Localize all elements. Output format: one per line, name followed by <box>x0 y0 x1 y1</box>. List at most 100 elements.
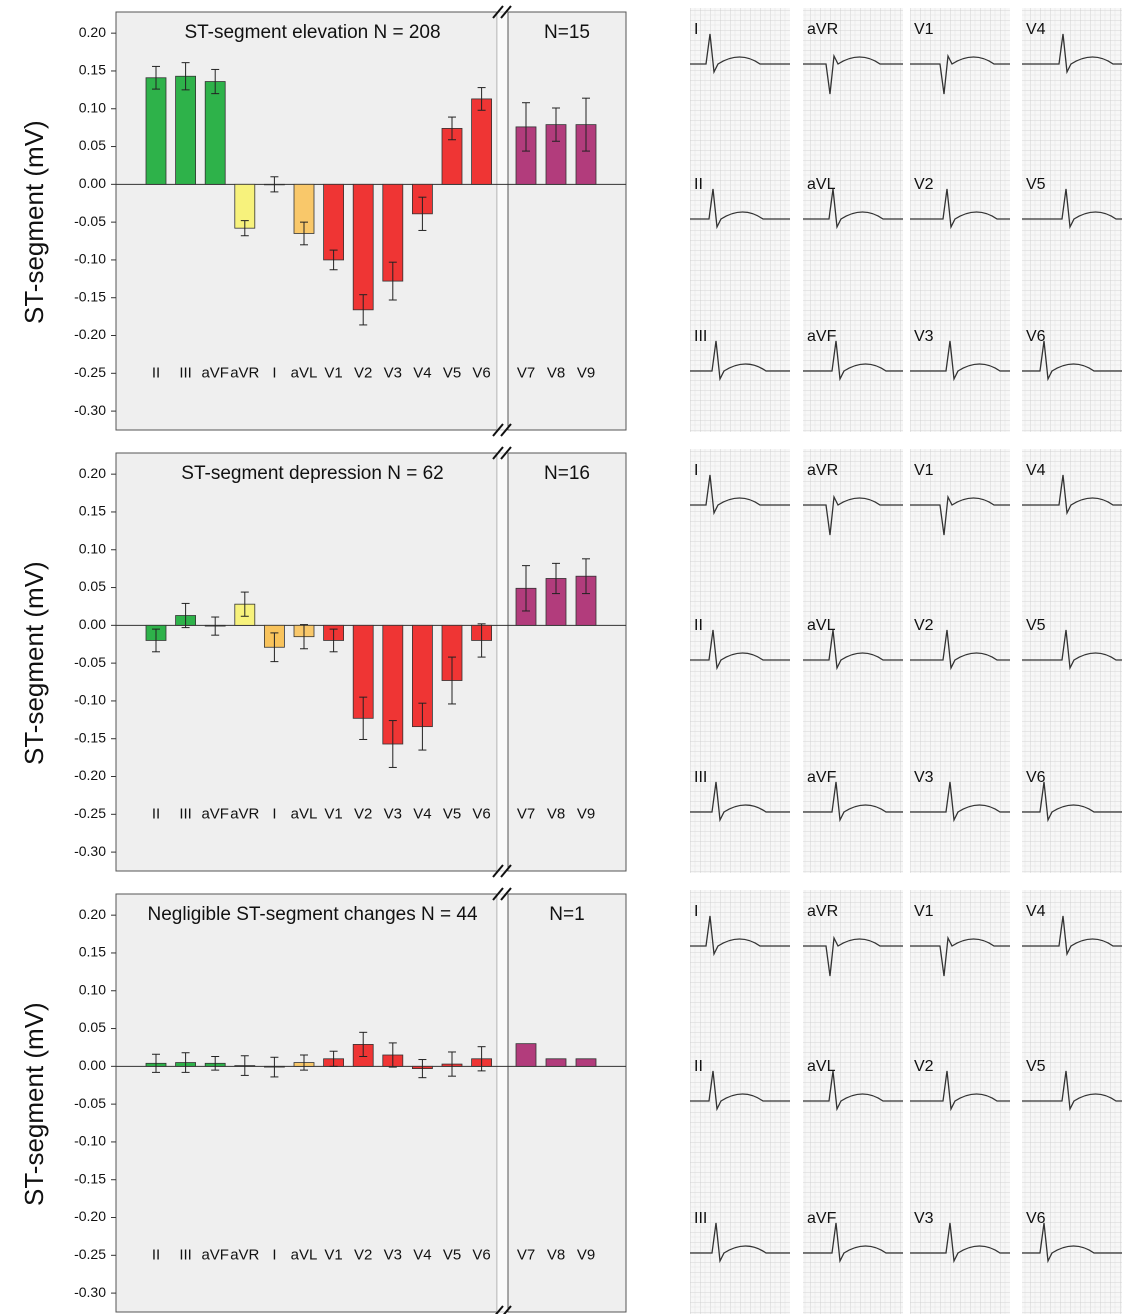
x-tick-label: V3 <box>384 364 402 381</box>
x-tick-label: V8 <box>547 1246 565 1263</box>
y-axis-label: ST-segment (mV) <box>19 1002 49 1206</box>
x-tick-label: V7 <box>517 805 535 822</box>
x-tick-label: V6 <box>472 805 490 822</box>
y-tick-label: 0.15 <box>79 62 106 78</box>
y-tick-label: 0.00 <box>79 616 106 632</box>
ecg-strip <box>1022 890 1122 1314</box>
y-tick-label: 0.15 <box>79 944 106 960</box>
x-tick-label: V7 <box>517 364 535 381</box>
x-tick-label: V9 <box>577 805 595 822</box>
y-tick-label: 0.05 <box>79 578 106 594</box>
x-tick-label: V2 <box>354 1246 372 1263</box>
y-tick-label: 0.00 <box>79 175 106 191</box>
lead-label: III <box>694 1210 707 1227</box>
y-tick-label: 0.10 <box>79 981 106 997</box>
y-tick-label: -0.05 <box>74 213 106 229</box>
x-tick-label: II <box>152 1246 160 1263</box>
lead-label: V5 <box>1026 176 1046 193</box>
lead-label: V4 <box>1026 462 1046 479</box>
x-tick-label: aVR <box>230 805 259 822</box>
x-tick-label: V5 <box>443 364 461 381</box>
bar <box>324 184 344 260</box>
y-tick-label: -0.10 <box>74 1133 106 1149</box>
x-tick-label: V4 <box>413 364 431 381</box>
ecg-strip <box>803 890 903 1314</box>
x-tick-label: aVF <box>201 1246 229 1263</box>
x-tick-label: V1 <box>324 364 342 381</box>
y-tick-label: -0.25 <box>74 805 106 821</box>
y-tick-label: -0.10 <box>74 251 106 267</box>
y-tick-label: -0.20 <box>74 326 106 342</box>
x-tick-label: V8 <box>547 364 565 381</box>
lead-label: V6 <box>1026 1210 1046 1227</box>
ecg-panel: IaVRV1V4IIaVLV2V5IIIaVFV3V6 <box>690 449 1122 873</box>
x-tick-label: I <box>272 364 276 381</box>
lead-label: V6 <box>1026 328 1046 345</box>
y-tick-label: 0.20 <box>79 906 106 922</box>
x-tick-label: V6 <box>472 364 490 381</box>
lead-label: V1 <box>914 21 934 38</box>
x-tick-label: aVL <box>291 364 318 381</box>
bar <box>146 78 166 185</box>
y-tick-label: 0.15 <box>79 503 106 519</box>
lead-label: aVF <box>807 769 837 786</box>
lead-label: aVR <box>807 903 838 920</box>
lead-label: aVL <box>807 617 836 634</box>
lead-label: V5 <box>1026 1058 1046 1075</box>
bar <box>205 82 225 185</box>
y-tick-label: 0.20 <box>79 465 106 481</box>
lead-label: aVL <box>807 176 836 193</box>
inset-title: N=1 <box>549 904 584 925</box>
x-tick-label: aVF <box>201 364 229 381</box>
y-tick-label: -0.25 <box>74 364 106 380</box>
x-tick-label: I <box>272 805 276 822</box>
axis-break-gap <box>497 12 508 430</box>
x-tick-label: V7 <box>517 1246 535 1263</box>
bar <box>353 184 373 309</box>
bar <box>576 1059 596 1067</box>
x-tick-label: aVR <box>230 364 259 381</box>
lead-label: V1 <box>914 462 934 479</box>
lead-label: V3 <box>914 769 934 786</box>
lead-label: V3 <box>914 1210 934 1227</box>
x-tick-label: II <box>152 364 160 381</box>
x-tick-label: V4 <box>413 805 431 822</box>
ecg-strip <box>803 8 903 432</box>
x-tick-label: V5 <box>443 805 461 822</box>
lead-label: III <box>694 769 707 786</box>
x-tick-label: aVF <box>201 805 229 822</box>
x-tick-label: V3 <box>384 1246 402 1263</box>
lead-label: I <box>694 903 698 920</box>
x-tick-label: III <box>179 364 192 381</box>
axis-break-gap <box>497 453 508 871</box>
y-tick-label: -0.30 <box>74 843 106 859</box>
ecg-strip <box>690 890 790 1314</box>
y-tick-label: -0.30 <box>74 402 106 418</box>
y-tick-label: -0.15 <box>74 288 106 304</box>
lead-label: V2 <box>914 1058 934 1075</box>
x-tick-label: V1 <box>324 805 342 822</box>
x-tick-label: V9 <box>577 1246 595 1263</box>
ecg-strip <box>1022 8 1122 432</box>
x-tick-label: III <box>179 1246 192 1263</box>
x-tick-label: II <box>152 805 160 822</box>
bar <box>546 1059 566 1067</box>
ecg-strip <box>690 449 790 873</box>
ecg-strip <box>803 449 903 873</box>
bar <box>176 76 196 184</box>
y-tick-label: -0.05 <box>74 654 106 670</box>
chart: ST-segment (mV)0.200.150.100.050.00-0.05… <box>19 447 626 877</box>
lead-label: V4 <box>1026 21 1046 38</box>
lead-label: V1 <box>914 903 934 920</box>
x-tick-label: V2 <box>354 805 372 822</box>
bar <box>472 99 492 184</box>
y-tick-label: -0.30 <box>74 1284 106 1300</box>
lead-label: I <box>694 462 698 479</box>
lead-label: aVF <box>807 1210 837 1227</box>
lead-label: V2 <box>914 617 934 634</box>
y-tick-label: 0.05 <box>79 1019 106 1035</box>
x-tick-label: V2 <box>354 364 372 381</box>
lead-label: aVR <box>807 21 838 38</box>
lead-label: II <box>694 176 703 193</box>
